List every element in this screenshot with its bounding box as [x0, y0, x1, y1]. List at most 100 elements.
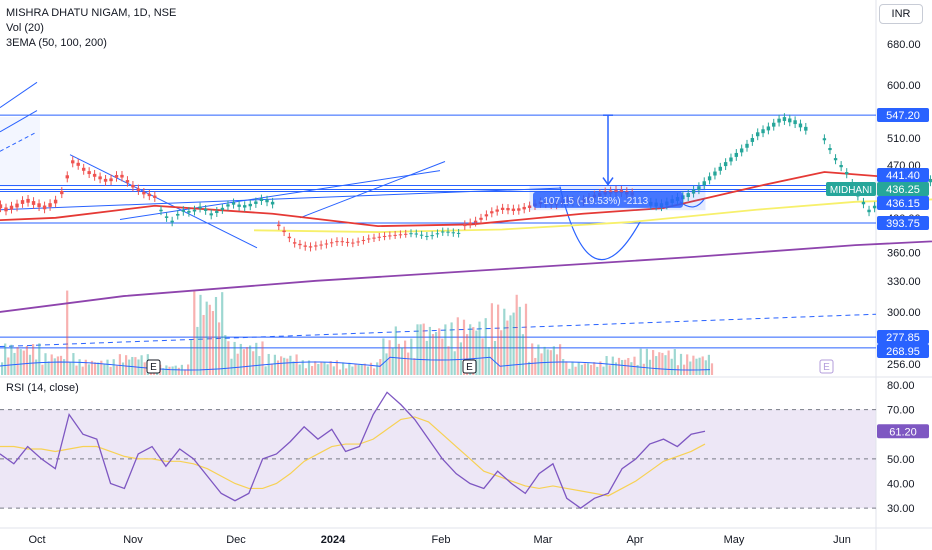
candle-body	[215, 210, 219, 214]
candle-body	[761, 129, 765, 134]
volume-bar	[134, 357, 137, 375]
candle-body	[81, 167, 86, 171]
rsi-value-label-text: 61.20	[889, 426, 917, 438]
candle-body	[0, 204, 3, 209]
volume-bar	[692, 355, 695, 375]
ema-legend[interactable]: 3EMA (50, 100, 200)	[6, 37, 107, 49]
candle-body	[198, 206, 202, 209]
candle-body	[265, 199, 269, 203]
candle-body	[220, 207, 225, 210]
time-axis-tick: Apr	[626, 534, 643, 546]
candle-body	[527, 205, 532, 208]
volume-bar	[202, 314, 205, 375]
volume-bar	[453, 351, 456, 375]
price-axis-tick: 330.00	[887, 276, 921, 288]
volume-bar	[100, 360, 103, 375]
volume-bar	[230, 358, 233, 375]
rsi-legend[interactable]: RSI (14, close)	[6, 382, 79, 394]
candle-body	[356, 241, 360, 243]
candle-body	[490, 211, 494, 214]
volume-bar	[199, 294, 202, 375]
candle-body	[237, 204, 241, 207]
volume-bar	[481, 338, 484, 375]
volume-bar	[10, 344, 13, 375]
volume-bar	[53, 358, 56, 375]
price-axis-label-text: 393.75	[886, 218, 920, 230]
price-axis-tick: 256.00	[887, 359, 921, 371]
candle-body	[153, 195, 157, 198]
candle-body	[697, 186, 701, 191]
volume-bar	[292, 361, 295, 375]
volume-bar	[338, 369, 342, 375]
ema100-line	[253, 198, 932, 233]
volume-bar	[397, 343, 400, 375]
volume-bar	[242, 349, 245, 375]
volume-bar	[128, 359, 131, 375]
volume-bar	[35, 359, 38, 375]
volume-bar	[689, 361, 692, 375]
candle-body	[766, 126, 771, 131]
volume-bar	[205, 301, 208, 375]
volume-bar	[524, 303, 528, 375]
candle-body	[159, 209, 163, 212]
candle-body	[739, 148, 744, 153]
volume-bar	[667, 350, 670, 375]
price-axis-tick: 300.00	[887, 307, 921, 319]
volume-bar	[112, 359, 115, 375]
volume-bar	[90, 360, 94, 375]
candle-body	[103, 178, 108, 182]
candle-body	[372, 237, 376, 239]
volume-bar	[50, 354, 53, 375]
volume-bar	[664, 355, 667, 375]
volume-bar	[177, 367, 180, 375]
volume-bar	[695, 358, 698, 375]
candle-body	[15, 203, 19, 208]
volume-bar	[69, 362, 72, 375]
measure-label-text: -107.15 (-19.53%) -2113	[540, 196, 649, 207]
volume-bar	[16, 347, 19, 375]
volume-legend[interactable]: Vol (20)	[6, 22, 44, 34]
volume-bar	[342, 362, 345, 375]
volume-bar	[559, 344, 562, 375]
measure-label-box	[533, 191, 683, 208]
candle-body	[718, 166, 722, 171]
time-axis-tick: Mar	[534, 534, 553, 546]
volume-bar	[103, 364, 106, 375]
candle-body	[226, 204, 230, 207]
candle-body	[53, 199, 58, 204]
trend-line	[119, 170, 441, 220]
volume-bar	[47, 361, 50, 375]
candle-body	[506, 208, 510, 211]
candle-body	[114, 175, 119, 178]
volume-bar	[276, 360, 280, 375]
volume-bar	[391, 348, 394, 375]
volume-bar	[311, 366, 314, 375]
candle-body	[745, 143, 749, 148]
trend-line	[69, 154, 258, 249]
volume-bar	[273, 354, 276, 375]
volume-bar	[419, 324, 422, 375]
volume-bar	[493, 341, 497, 375]
candle-body	[109, 178, 113, 182]
candle-body	[120, 174, 124, 178]
volume-bar	[233, 341, 236, 375]
candle-body	[136, 188, 141, 192]
volume-bar	[425, 340, 428, 375]
candle-body	[4, 207, 8, 212]
time-axis-tick: Nov	[123, 534, 143, 546]
rsi-axis-tick: 50.00	[887, 454, 915, 466]
symbol-title[interactable]: MISHRA DHATU NIGAM, 1D, NSE	[6, 7, 177, 19]
candle-body	[187, 210, 191, 213]
candle-body	[833, 158, 838, 161]
candle-body	[522, 206, 526, 210]
price-axis-label-text: 547.20	[886, 110, 920, 122]
candle-body	[170, 220, 174, 223]
volume-bar	[329, 361, 332, 375]
currency-button[interactable]: INR	[879, 4, 923, 24]
volume-bar	[196, 326, 199, 375]
price-axis-label-text: 436.25	[886, 184, 920, 196]
candle-body	[314, 245, 318, 247]
volume-bar	[348, 362, 351, 375]
volume-bar	[214, 296, 218, 375]
